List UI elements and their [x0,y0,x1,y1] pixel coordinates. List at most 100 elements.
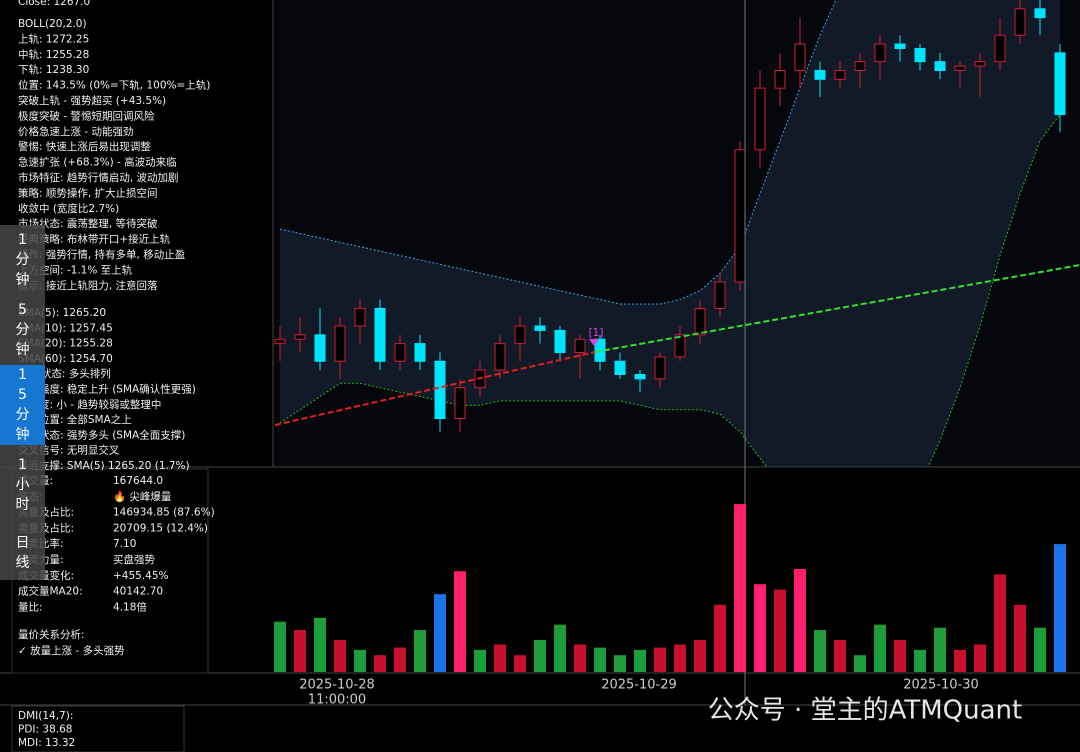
boll-line: 策略: 顺势操作, 扩大止损空间 [18,186,158,199]
boll-line: 经典策略: 布林带开口+接近上轨 [18,233,171,246]
volume-bar [534,639,546,672]
boll-line: 中轨: 1255.28 [18,48,89,61]
boll-line: 突破上轨 - 强势超买 (+43.5%) [18,94,166,107]
candle-body [894,43,906,49]
candle-body [754,87,766,151]
candle-body [354,307,366,327]
boll-line: 操作: 强势行情, 持有多单, 移动止盈 [18,248,186,261]
band-area [280,0,1060,467]
candle-body [614,360,626,375]
volume-bar [674,644,686,672]
info-value: 买盘强势 [113,553,155,566]
boll-line: 市场特征: 趋势行情启动, 波动加剧 [18,171,179,184]
timeframe-button[interactable]: 15分钟 [0,365,45,445]
candle-body [274,338,286,345]
candle-body [874,43,886,63]
date-label: 2025-10-28 [299,678,375,693]
candle-body [534,325,546,331]
volume-bar [814,630,826,672]
volume-bar [714,604,726,672]
volume-bar [1014,604,1026,672]
boll-line: 警惕: 快速上涨后易出现调整 [18,140,151,153]
dmi-line: DMI(14,7): [18,710,73,722]
candle-body [434,360,446,420]
timeframe-button[interactable]: 1小时 [0,445,45,525]
volume-bar [374,655,386,672]
volume-bar [794,568,806,672]
volume-bar [554,624,566,672]
volume-bar [314,617,326,672]
boll-line: BOLL(20,2.0) [18,18,87,30]
boll-line: 位置: 143.5% (0%=下轨, 100%=上轨) [18,79,210,92]
candle-body [514,325,526,345]
info-value: 7.10 [113,538,136,550]
boll-line: 提示: 接近上轨阻力, 注意回落 [18,279,158,292]
trend-line [594,264,1080,353]
volume-bar [594,647,606,672]
candle-body [374,307,386,362]
boll-line: 上轨: 1272.25 [18,32,89,45]
volume-bar [734,504,746,672]
info-value: 🔥 尖峰爆量 [113,490,172,503]
candle-body [554,329,566,353]
volume-bar [954,649,966,672]
candle-body [774,69,786,89]
volume-bar [874,624,886,672]
volume-bar [454,571,466,672]
volume-bar [894,639,906,672]
sma-line: 趋势强度: 稳定上升 (SMA确认性更强) [18,383,196,396]
volume-bar [494,644,506,672]
sma-line: 最近支撑: SMA(5) 1265.20 (1.7%) [18,459,190,472]
volume-bar [634,649,646,672]
timeframe-button[interactable]: 日线 [0,525,45,580]
volume-bar [334,639,346,672]
volume-bar [354,649,366,672]
band-upper [279,0,837,305]
volume-bar [614,655,626,672]
volume-bar [994,574,1006,672]
sma-line: 波动度: 小 - 趋势较弱或整理中 [18,398,161,411]
volume-bar [394,647,406,672]
dmi-panel [11,705,185,752]
candle-body [454,387,466,420]
time-label: 11:00:00 [308,693,366,708]
candle-body [394,343,406,362]
signal-arrow [589,339,599,346]
date-label: 2025-10-29 [601,678,677,693]
timeframe-button[interactable]: 1分钟 [0,225,45,295]
candle-body [634,373,646,380]
info-value: 4.18倍 [113,600,147,613]
candle-body [834,69,846,80]
info-value: 40142.70 [113,586,163,598]
timeframe-button[interactable]: 5分钟 [0,295,45,365]
volume-bar [294,630,306,672]
info-value: 167644.0 [113,475,163,487]
signal-label: [1] [589,327,604,339]
candle-body [994,34,1006,63]
volume-bar [774,589,786,672]
volume-bar [654,647,666,672]
candle-body [934,61,946,71]
boll-line: 收敛中 (宽度比2.7%) [18,202,119,215]
sma-line: 趋势状态: 强势多头 (SMA全面支撑) [18,428,185,441]
date-label: 2025-10-30 [903,678,979,693]
candle-body [654,356,666,380]
candle-body [854,61,866,71]
band-lower [279,114,1061,467]
info-value: 146934.85 (87.6%) [113,507,215,519]
info-value: +455.45% [113,570,169,582]
candle-body [414,343,426,362]
candle-body [714,281,726,309]
volume-bar [274,621,286,672]
candle-body [1014,8,1026,36]
boll-line: 市场状态: 震荡整理, 等待突破 [18,217,158,230]
candle-body [1054,52,1066,116]
candle-body [334,325,346,362]
candle-body [974,61,986,67]
volume-bar [474,649,486,672]
watermark: 公众号 · 堂主的ATMQuant [708,696,1022,726]
candle-body [314,334,326,362]
info-label: 量比: [18,600,43,613]
